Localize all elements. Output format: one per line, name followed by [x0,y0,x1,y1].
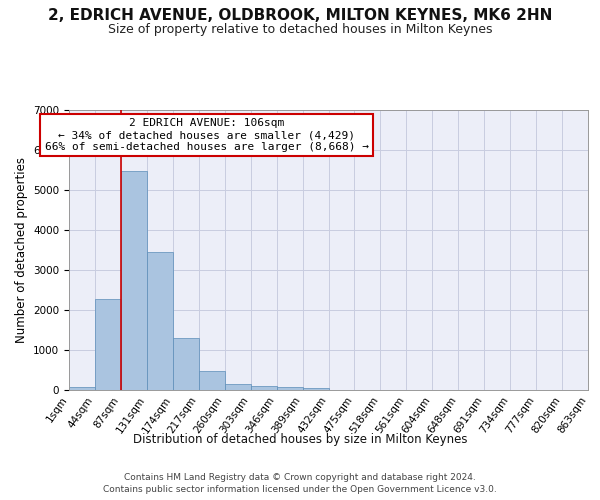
Text: Size of property relative to detached houses in Milton Keynes: Size of property relative to detached ho… [108,22,492,36]
Bar [302,388,329,390]
Bar [251,386,277,390]
Y-axis label: Number of detached properties: Number of detached properties [14,157,28,343]
Bar [277,388,302,390]
Text: Contains HM Land Registry data © Crown copyright and database right 2024.: Contains HM Land Registry data © Crown c… [124,472,476,482]
Text: 2 EDRICH AVENUE: 106sqm
← 34% of detached houses are smaller (4,429)
66% of semi: 2 EDRICH AVENUE: 106sqm ← 34% of detache… [44,118,368,152]
Bar [147,252,173,390]
Bar [173,338,199,390]
Text: Contains public sector information licensed under the Open Government Licence v3: Contains public sector information licen… [103,485,497,494]
Bar [199,371,224,390]
Bar [225,384,251,390]
Bar [95,299,121,390]
Text: 2, EDRICH AVENUE, OLDBROOK, MILTON KEYNES, MK6 2HN: 2, EDRICH AVENUE, OLDBROOK, MILTON KEYNE… [48,8,552,22]
Bar [121,171,147,390]
Text: Distribution of detached houses by size in Milton Keynes: Distribution of detached houses by size … [133,432,467,446]
Bar [69,387,95,390]
